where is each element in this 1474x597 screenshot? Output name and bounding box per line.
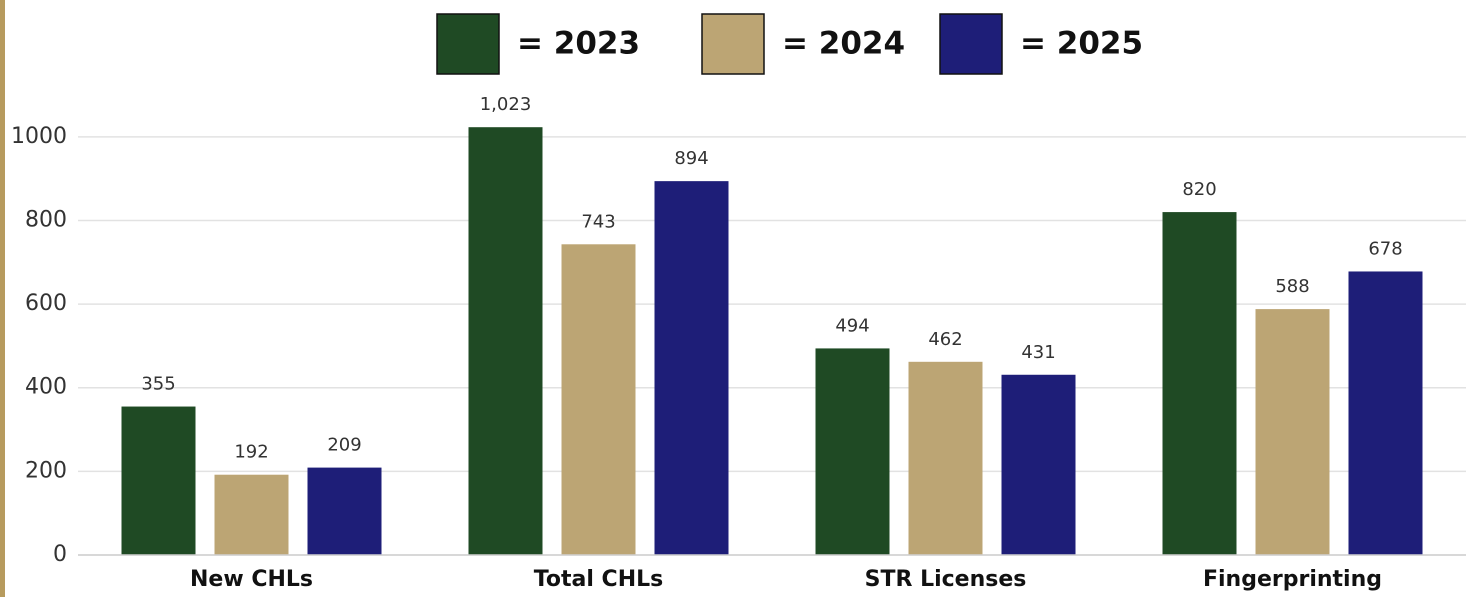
legend-swatch	[939, 13, 1003, 75]
bar	[1255, 309, 1330, 555]
data-label: 355	[141, 374, 175, 395]
legend-label: = 2025	[1020, 26, 1143, 62]
bar	[307, 467, 382, 555]
x-tick-label: New CHLs	[190, 567, 313, 592]
y-tick-label: 400	[25, 375, 67, 400]
y-tick-label: 600	[25, 291, 67, 316]
bar	[121, 406, 196, 555]
bar	[908, 361, 983, 555]
data-label: 743	[581, 211, 615, 232]
bar	[1001, 374, 1076, 555]
bar	[654, 181, 729, 556]
legend-label: = 2024	[782, 26, 905, 62]
bar	[815, 348, 890, 555]
bar	[1162, 212, 1237, 555]
y-tick-label: 800	[25, 207, 67, 232]
x-tick-label: STR Licenses	[865, 567, 1027, 592]
data-label: 192	[234, 442, 268, 463]
data-label: 894	[674, 148, 708, 169]
data-label: 1,023	[480, 94, 532, 115]
data-label: 431	[1021, 342, 1055, 363]
legend-label: = 2023	[517, 26, 640, 62]
legend-swatch	[701, 13, 765, 75]
data-label: 588	[1275, 276, 1309, 297]
data-label: 678	[1368, 238, 1402, 259]
bar	[1348, 271, 1423, 555]
left-border	[0, 0, 5, 597]
y-tick-label: 0	[53, 542, 67, 567]
x-tick-label: Fingerprinting	[1203, 567, 1382, 592]
data-label: 209	[327, 435, 361, 456]
legend-swatch	[436, 13, 500, 75]
y-tick-label: 200	[25, 458, 67, 483]
y-tick-label: 1000	[11, 124, 67, 149]
bar	[468, 127, 543, 555]
data-label: 820	[1182, 179, 1216, 200]
bar	[214, 474, 289, 555]
data-label: 494	[835, 315, 869, 336]
x-tick-label: Total CHLs	[534, 567, 663, 592]
bar	[561, 244, 636, 556]
data-label: 462	[928, 329, 962, 350]
